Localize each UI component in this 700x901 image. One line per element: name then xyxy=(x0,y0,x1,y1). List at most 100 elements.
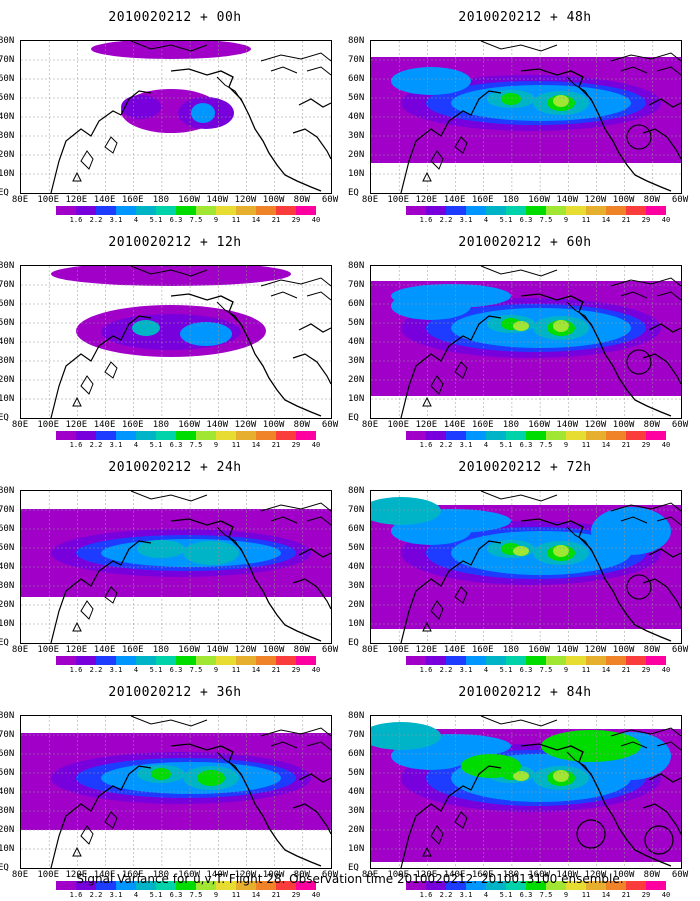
longitude-label: 60W xyxy=(671,420,689,430)
colorbar-swatch xyxy=(486,656,506,665)
colorbar-label: 21 xyxy=(271,216,281,224)
colorbar-swatch xyxy=(526,431,546,440)
panel-title: 2010020212 + 72h xyxy=(458,460,592,475)
colorbar-swatch xyxy=(606,656,626,665)
colorbar xyxy=(406,881,666,890)
longitude-label: 120E xyxy=(415,645,438,655)
colorbar-swatch xyxy=(406,881,426,890)
colorbar-swatch xyxy=(546,881,566,890)
colorbar-swatch xyxy=(506,656,526,665)
latitude-label: 30N xyxy=(0,131,15,141)
colorbar xyxy=(56,881,316,890)
colorbar-swatch xyxy=(646,881,666,890)
longitude-label: 140E xyxy=(443,195,466,205)
latitude-label: 70N xyxy=(348,730,365,740)
colorbar-swatch xyxy=(196,431,216,440)
longitude-label: 100E xyxy=(387,645,410,655)
colorbar-label: 21 xyxy=(271,891,281,899)
colorbar-swatch xyxy=(116,881,136,890)
colorbar-label: 9 xyxy=(213,891,219,899)
longitude-label: 140E xyxy=(443,420,466,430)
colorbar-label: 9 xyxy=(563,891,569,899)
colorbar-swatch xyxy=(96,881,116,890)
longitude-label: 160W xyxy=(528,645,550,655)
longitude-label: 160E xyxy=(121,420,144,430)
latitude-label: 40N xyxy=(348,337,365,347)
colorbar-label: 29 xyxy=(641,441,651,449)
latitude-label: 20N xyxy=(348,150,365,160)
colorbar-label: 40 xyxy=(311,441,321,449)
colorbar-swatch xyxy=(506,206,526,215)
colorbar-swatch xyxy=(506,431,526,440)
colorbar-swatch xyxy=(216,206,236,215)
longitude-label: 160W xyxy=(528,870,550,880)
colorbar-label: 1.6 xyxy=(419,666,433,674)
colorbar-swatch xyxy=(566,431,586,440)
colorbar-swatch xyxy=(486,881,506,890)
longitude-label: 60W xyxy=(671,870,689,880)
colorbar-label: 9 xyxy=(563,666,569,674)
variance-map xyxy=(20,715,332,869)
longitude-label: 120E xyxy=(65,870,88,880)
colorbar xyxy=(406,206,666,215)
colorbar-labels: 1.6 2.2 3.1 4 5.1 6.3 7.5 9 11 14 21 29 40 xyxy=(56,666,321,676)
latitude-label: 30N xyxy=(348,581,365,591)
colorbar-label: 21 xyxy=(621,891,631,899)
longitude-label: 120W xyxy=(234,645,257,655)
colorbar-label: 29 xyxy=(291,216,301,224)
colorbar-swatch xyxy=(446,206,466,215)
latitude-label: 50N xyxy=(0,768,15,778)
colorbar-swatch xyxy=(236,431,256,440)
colorbar-swatch xyxy=(76,656,96,665)
colorbar-swatch xyxy=(276,656,296,665)
colorbar-swatch xyxy=(156,206,176,215)
colorbar-label: 2.2 xyxy=(439,441,453,449)
longitude-label: 180 xyxy=(152,870,170,880)
colorbar-swatch xyxy=(446,881,466,890)
longitude-label: 160W xyxy=(178,195,200,205)
longitude-label: 100W xyxy=(612,420,635,430)
latitude-label: 70N xyxy=(348,280,365,290)
colorbar-label: 9 xyxy=(213,216,219,224)
colorbar-swatch xyxy=(606,206,626,215)
colorbar-label: 6.3 xyxy=(519,891,533,899)
latitude-label: 40N xyxy=(348,562,365,572)
longitude-label: 120W xyxy=(584,420,607,430)
colorbar-label: 21 xyxy=(621,666,631,674)
colorbar-swatch xyxy=(586,431,606,440)
latitude-label: 40N xyxy=(0,112,15,122)
longitude-label: 100E xyxy=(37,195,60,205)
colorbar-swatch xyxy=(76,881,96,890)
latitude-label: 70N xyxy=(0,280,15,290)
latitude-label: 30N xyxy=(348,806,365,816)
colorbar-label: 2.2 xyxy=(439,891,453,899)
colorbar-label: 7.5 xyxy=(539,441,553,449)
colorbar-swatch xyxy=(526,206,546,215)
colorbar-swatch xyxy=(646,431,666,440)
latitude-label: 20N xyxy=(348,375,365,385)
latitude-label: 20N xyxy=(348,825,365,835)
longitude-label: 100E xyxy=(37,420,60,430)
colorbar-swatch xyxy=(96,431,116,440)
latitude-label: 80N xyxy=(0,261,15,271)
colorbar-label: 5.1 xyxy=(499,216,513,224)
colorbar-swatch xyxy=(76,431,96,440)
latitude-label: 80N xyxy=(0,36,15,46)
longitude-label: 80W xyxy=(643,645,660,655)
colorbar-label: 4 xyxy=(483,891,489,899)
colorbar-label: 21 xyxy=(271,666,281,674)
colorbar-swatch xyxy=(586,206,606,215)
colorbar-label: 2.2 xyxy=(89,666,103,674)
colorbar-labels: 1.6 2.2 3.1 4 5.1 6.3 7.5 9 11 14 21 29 40 xyxy=(56,441,321,451)
colorbar-swatch xyxy=(446,656,466,665)
colorbar-swatch xyxy=(56,206,76,215)
latitude-label: 80N xyxy=(348,36,365,46)
latitude-label: 60N xyxy=(348,524,365,534)
colorbar-label: 1.6 xyxy=(419,216,433,224)
colorbar-label: 9 xyxy=(563,441,569,449)
longitude-label: 80W xyxy=(293,645,310,655)
forecast-panel: 2010020212 + 84h 80N 70N 60N 50N 40N 30N 20N 10… xyxy=(348,675,700,900)
colorbar-swatch xyxy=(256,656,276,665)
longitude-label: 100W xyxy=(262,645,285,655)
colorbar-label: 7.5 xyxy=(189,666,203,674)
